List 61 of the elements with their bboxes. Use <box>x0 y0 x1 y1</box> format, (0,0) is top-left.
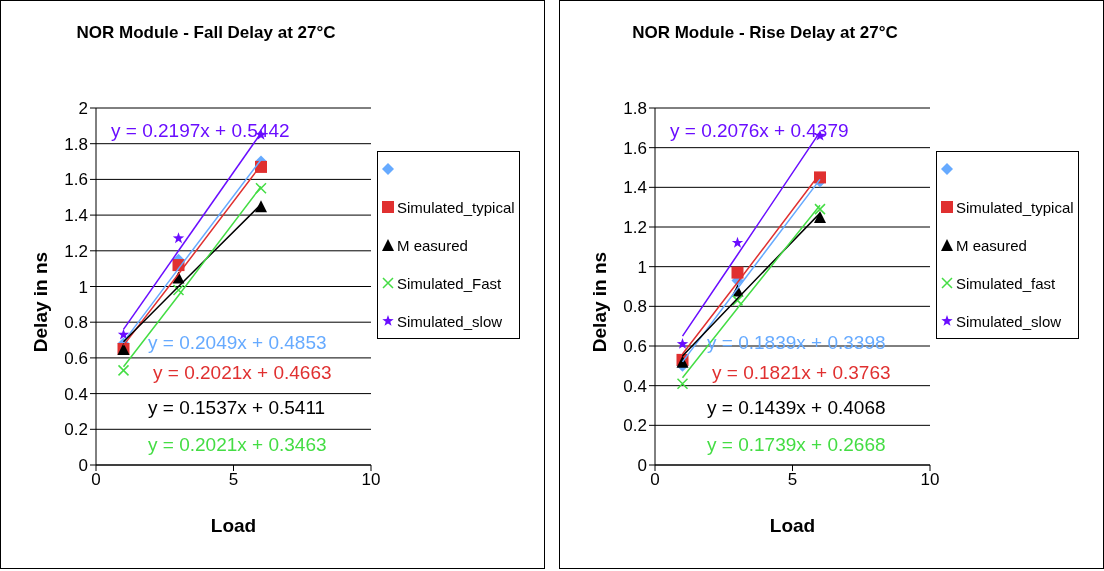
legend-label: Simulated_Fast <box>397 274 502 292</box>
point <box>172 232 185 244</box>
annotation: y = 0.1739x + 0.2668 <box>707 434 886 456</box>
annotation: y = 0.2021x + 0.3463 <box>148 434 327 456</box>
y-tick-label: 1 <box>637 257 647 277</box>
chart-title: NOR Module - Rise Delay at 27°C <box>631 23 899 43</box>
y-tick-label: 1.8 <box>64 134 88 154</box>
annotation: y = 0.2076x + 0.4379 <box>670 120 849 142</box>
annotation: y = 0.2197x + 0.5442 <box>111 120 290 142</box>
chart-title: NOR Module - Fall Delay at 27°C <box>75 23 337 43</box>
y-tick-label: 0.4 <box>623 376 647 396</box>
legend-label: Simulated_typical <box>397 198 515 216</box>
point <box>255 182 267 195</box>
y-tick-label: 1.4 <box>64 206 88 226</box>
annotation: y = 0.1439x + 0.4068 <box>707 397 886 419</box>
legend-label: Simulated_fast <box>956 274 1056 292</box>
y-tick-label: 0.2 <box>64 420 88 440</box>
point <box>731 236 744 248</box>
y-tick-label: 1 <box>78 277 88 297</box>
y-tick-label: 0.8 <box>64 313 88 333</box>
point <box>676 338 689 349</box>
legend-label: M easured <box>397 236 468 254</box>
y-tick-label: 1.4 <box>623 178 647 198</box>
x-tick-label: 10 <box>361 470 381 490</box>
legend-label: Simulated_slow <box>397 312 503 330</box>
x-tick-label: 0 <box>650 470 660 490</box>
x-tick-label: 5 <box>228 470 239 490</box>
point <box>731 294 744 307</box>
legend-label: M easured <box>956 236 1027 254</box>
y-tick-label: 1.2 <box>64 241 88 261</box>
legend-label: Simulated_typical <box>956 198 1074 216</box>
y-tick-label: 0.4 <box>64 384 88 404</box>
point <box>814 203 826 215</box>
point <box>117 364 130 377</box>
x-tick-label: 10 <box>920 470 940 490</box>
y-tick-label: 0.2 <box>623 416 647 436</box>
annotation: y = 0.2049x + 0.4853 <box>148 332 327 354</box>
x-tick-label: 0 <box>91 470 101 490</box>
point <box>814 211 826 224</box>
y-tick-label: 1.2 <box>623 218 647 238</box>
y-axis-title: Delay in ns <box>589 251 611 352</box>
annotation: y = 0.1537x + 0.5411 <box>148 397 326 419</box>
point <box>676 377 689 390</box>
annotation: y = 0.1821x + 0.3763 <box>712 362 891 384</box>
point <box>731 266 744 279</box>
y-tick-label: 1.6 <box>623 138 647 158</box>
y-tick-label: 0 <box>78 456 88 476</box>
y-tick-label: 0.6 <box>64 348 88 368</box>
y-tick-label: 1.8 <box>623 99 647 119</box>
y-axis-title: Delay in ns <box>30 251 52 352</box>
point <box>172 284 185 296</box>
y-tick-label: 0.6 <box>623 337 647 357</box>
y-tick-label: 1.6 <box>64 170 88 190</box>
x-tick-label: 5 <box>787 470 798 490</box>
y-tick-label: 0.8 <box>623 297 647 317</box>
x-axis-title: Load <box>209 515 258 537</box>
y-tick-label: 0 <box>637 456 647 476</box>
y-tick-label: 2 <box>78 99 88 119</box>
legend-label: Simulated_slow <box>956 312 1062 330</box>
x-axis-title: Load <box>768 515 817 537</box>
annotation: y = 0.2021x + 0.4663 <box>153 362 332 384</box>
